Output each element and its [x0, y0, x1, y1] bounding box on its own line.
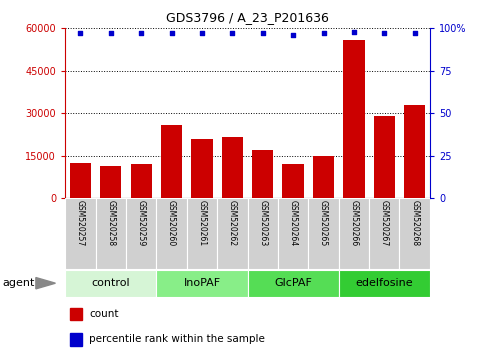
Bar: [283, 164, 304, 198]
Bar: [222, 137, 243, 198]
Bar: [404, 105, 426, 198]
Point: [411, 30, 419, 36]
Bar: [100, 166, 121, 198]
Point: [76, 30, 84, 36]
Text: agent: agent: [2, 278, 35, 288]
Point: [137, 30, 145, 36]
Bar: [130, 164, 152, 198]
Point: [381, 30, 388, 36]
Bar: [65, 198, 96, 269]
Bar: [374, 116, 395, 198]
Bar: [70, 163, 91, 198]
Text: count: count: [89, 309, 119, 319]
Text: GSM520258: GSM520258: [106, 200, 115, 246]
Bar: [156, 270, 248, 297]
Point: [289, 32, 297, 38]
Point: [107, 30, 114, 36]
Text: percentile rank within the sample: percentile rank within the sample: [89, 334, 265, 344]
Point: [198, 30, 206, 36]
Bar: [70, 333, 82, 346]
Text: GSM520264: GSM520264: [289, 200, 298, 247]
Bar: [126, 198, 156, 269]
Text: GSM520261: GSM520261: [198, 200, 206, 246]
Bar: [248, 270, 339, 297]
Bar: [191, 139, 213, 198]
Text: GSM520260: GSM520260: [167, 200, 176, 247]
Bar: [339, 198, 369, 269]
Point: [350, 29, 358, 35]
Text: InoPAF: InoPAF: [184, 278, 221, 288]
Text: edelfosine: edelfosine: [355, 278, 413, 288]
Bar: [248, 198, 278, 269]
Text: GlcPAF: GlcPAF: [274, 278, 312, 288]
Bar: [161, 125, 182, 198]
Bar: [343, 40, 365, 198]
Text: GSM520259: GSM520259: [137, 200, 146, 247]
Point: [168, 30, 175, 36]
Bar: [339, 270, 430, 297]
Bar: [156, 198, 187, 269]
Bar: [369, 198, 399, 269]
Point: [228, 30, 236, 36]
Bar: [399, 198, 430, 269]
Point: [259, 30, 267, 36]
Bar: [217, 198, 248, 269]
Text: GSM520263: GSM520263: [258, 200, 267, 247]
Point: [320, 30, 327, 36]
Text: GDS3796 / A_23_P201636: GDS3796 / A_23_P201636: [166, 11, 329, 24]
Bar: [65, 270, 156, 297]
Text: GSM520257: GSM520257: [76, 200, 85, 247]
Bar: [313, 156, 334, 198]
Bar: [187, 198, 217, 269]
Bar: [96, 198, 126, 269]
Text: GSM520265: GSM520265: [319, 200, 328, 247]
Bar: [278, 198, 308, 269]
Text: GSM520267: GSM520267: [380, 200, 389, 247]
Polygon shape: [36, 278, 56, 289]
Bar: [308, 198, 339, 269]
Bar: [252, 150, 273, 198]
Bar: [70, 308, 82, 320]
Text: control: control: [91, 278, 130, 288]
Text: GSM520266: GSM520266: [349, 200, 358, 247]
Text: GSM520268: GSM520268: [410, 200, 419, 246]
Text: GSM520262: GSM520262: [228, 200, 237, 246]
